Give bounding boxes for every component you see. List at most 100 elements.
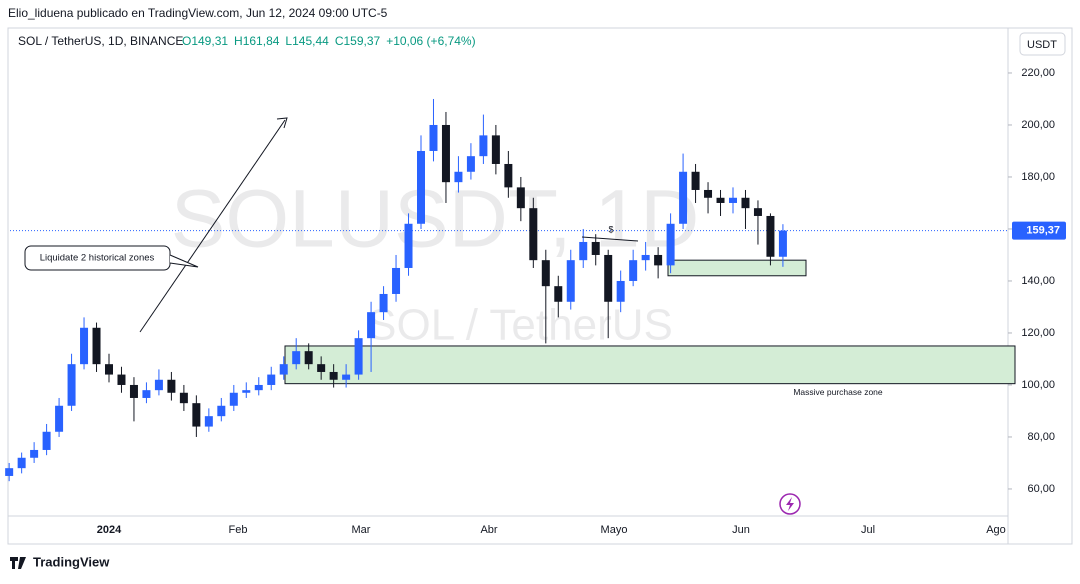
y-tick-label: 80,00 bbox=[1027, 431, 1055, 443]
candle-body bbox=[441, 124, 450, 183]
candle-body bbox=[229, 392, 238, 406]
candle-body bbox=[417, 150, 425, 224]
candle-body bbox=[591, 241, 600, 255]
y-tick-label: 140,00 bbox=[1021, 275, 1055, 287]
callout-tail bbox=[169, 254, 199, 268]
candle-body bbox=[304, 351, 313, 365]
candle-body bbox=[179, 392, 188, 404]
candle-body bbox=[379, 293, 388, 313]
y-tick-label: 180,00 bbox=[1021, 171, 1055, 183]
candle-body bbox=[629, 260, 638, 281]
candle-body bbox=[504, 163, 513, 188]
x-tick-label: Ago bbox=[986, 524, 1006, 536]
candle-body bbox=[704, 189, 713, 198]
x-tick-label: Mar bbox=[352, 524, 371, 536]
x-tick-label: Jul bbox=[861, 524, 875, 536]
logo bbox=[10, 557, 26, 569]
y-tick-label: 200,00 bbox=[1021, 119, 1055, 131]
candle-body bbox=[691, 171, 700, 190]
candle-body bbox=[392, 267, 401, 294]
candle-body bbox=[30, 449, 39, 458]
y-tick-label: 120,00 bbox=[1021, 327, 1055, 339]
candle-body bbox=[604, 254, 613, 302]
currency-button[interactable] bbox=[1019, 32, 1066, 56]
candle-body bbox=[454, 171, 463, 183]
callout-text: Liquidate 2 historical zones bbox=[40, 253, 155, 264]
y-tick-label: 220,00 bbox=[1021, 67, 1055, 79]
candle-body bbox=[55, 405, 64, 432]
candle-body bbox=[354, 338, 363, 375]
candle-body bbox=[117, 374, 126, 385]
zone bbox=[667, 259, 807, 277]
candle-body bbox=[242, 390, 251, 393]
candle-body bbox=[317, 364, 326, 372]
zone bbox=[284, 345, 1016, 385]
candle-body bbox=[766, 215, 775, 257]
ohlc: O149,31 H161,84 L145,44 C159,37 +10,06 (+6,7… bbox=[182, 34, 476, 48]
x-tick-label: 2024 bbox=[97, 524, 122, 536]
candle-body bbox=[279, 364, 288, 375]
candle-body bbox=[267, 374, 276, 385]
candle-body bbox=[204, 416, 213, 427]
candle-body bbox=[753, 208, 762, 216]
plot: 60,0080,00100,00120,00140,00160,00180,00… bbox=[5, 67, 1066, 536]
candle-body bbox=[716, 197, 725, 203]
candle-body bbox=[566, 260, 575, 302]
candle-body bbox=[254, 384, 263, 391]
candle-body bbox=[641, 254, 650, 261]
arrow-line bbox=[139, 119, 286, 333]
candle-body bbox=[541, 260, 550, 287]
x-tick-label: Jun bbox=[732, 524, 750, 536]
price-label-bg bbox=[1012, 221, 1066, 240]
ohlc-value: C159,37 bbox=[335, 34, 381, 48]
liquidity-line bbox=[581, 236, 639, 242]
candle-body bbox=[429, 124, 438, 151]
x-tick-label: Feb bbox=[229, 524, 248, 536]
ohlc-value: O149,31 bbox=[182, 34, 228, 48]
annotation: $ bbox=[608, 224, 613, 234]
candle-body bbox=[142, 390, 151, 398]
candle-body bbox=[554, 286, 563, 302]
zone-label: Massive purchase zone bbox=[793, 387, 883, 397]
brand: TradingView bbox=[33, 554, 110, 569]
candle-body bbox=[329, 371, 338, 380]
x-tick-label: Mayo bbox=[601, 524, 628, 536]
candle-body bbox=[367, 312, 376, 339]
candle-body bbox=[80, 327, 89, 365]
candle-body bbox=[292, 351, 301, 365]
candle-body bbox=[17, 457, 26, 469]
candle-body bbox=[129, 384, 138, 398]
candle-body bbox=[778, 230, 787, 257]
currency-label[interactable]: USDT bbox=[1027, 39, 1057, 51]
event-icon-bolt bbox=[786, 497, 794, 511]
candle-body bbox=[516, 187, 525, 209]
candle-body bbox=[192, 403, 201, 427]
candle-body bbox=[154, 379, 163, 391]
candle-body bbox=[67, 364, 76, 406]
y-tick-label: 100,00 bbox=[1021, 379, 1055, 391]
candle-body bbox=[404, 223, 413, 268]
candle-body bbox=[616, 280, 625, 302]
candle-body bbox=[342, 374, 351, 380]
price-label: 159,37 bbox=[1026, 225, 1060, 237]
candle-body bbox=[741, 197, 750, 209]
arrow-head bbox=[276, 117, 288, 129]
ohlc-value: +10,06 (+6,74%) bbox=[386, 34, 475, 48]
candle-body bbox=[529, 208, 538, 261]
candle-body bbox=[105, 364, 113, 375]
candle-body bbox=[491, 135, 500, 164]
candle-body bbox=[679, 171, 688, 224]
candle-body bbox=[729, 197, 737, 203]
watermark: SOL / TetherUS bbox=[367, 301, 673, 350]
candle-body bbox=[92, 327, 101, 365]
candle-body bbox=[479, 135, 488, 157]
candle-body bbox=[42, 431, 51, 450]
candle-body bbox=[167, 379, 176, 393]
symbol: SOL / TetherUS, 1D, BINANCE bbox=[18, 34, 183, 48]
x-tick-label: Abr bbox=[480, 524, 497, 536]
publisher: Elio_liduena publicado en TradingView.co… bbox=[8, 6, 388, 20]
y-tick-label: 60,00 bbox=[1027, 483, 1055, 495]
